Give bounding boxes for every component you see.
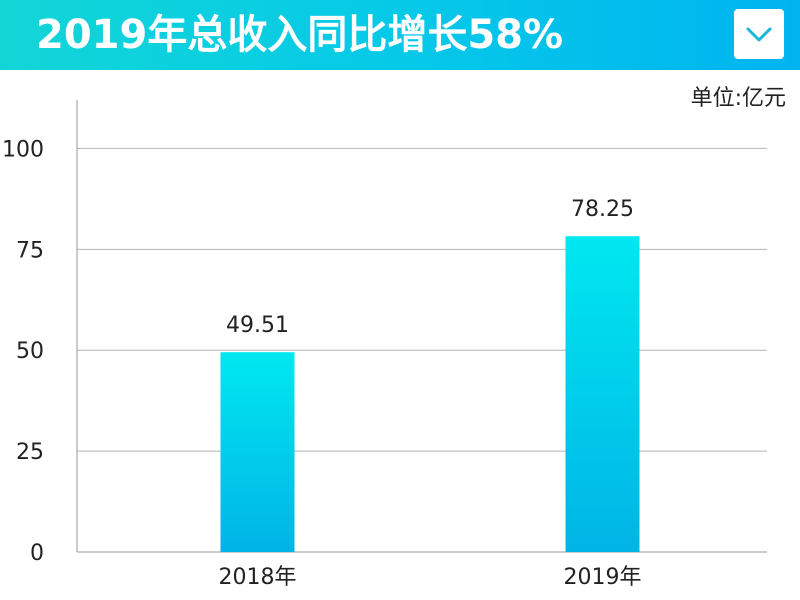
bar	[220, 352, 295, 552]
y-tick-label: 0	[30, 541, 44, 566]
dropdown-button[interactable]	[734, 9, 784, 59]
chevron-down-icon	[746, 27, 772, 42]
header-banner: 2019年总收入同比增长58%	[0, 0, 800, 70]
x-tick-label: 2018年	[219, 565, 297, 590]
y-tick-label: 100	[2, 137, 44, 162]
unit-label: 单位:亿元	[690, 86, 786, 111]
y-tick-label: 50	[16, 339, 44, 364]
y-tick-label: 75	[16, 238, 44, 263]
data-label: 49.51	[226, 313, 289, 338]
page-title: 2019年总收入同比增长58%	[36, 12, 564, 58]
y-tick-label: 25	[16, 440, 44, 465]
x-tick-label: 2019年	[564, 565, 642, 590]
data-label: 78.25	[571, 197, 634, 222]
bar	[565, 236, 640, 552]
